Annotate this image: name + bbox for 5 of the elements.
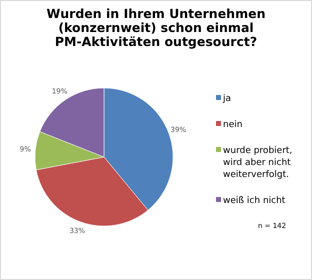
chart-title: Wurden in Ihrem Unternehmen (konzernweit) schon einmal PM-Aktivitäten outgesourct? [46, 6, 266, 49]
legend-label: wurde probiert, wird aber nicht weiterverfolgt. [223, 146, 292, 180]
legend-label: nein [223, 120, 242, 130]
legend-label: ja [222, 94, 232, 104]
legend-label: weiß ich nicht [223, 196, 286, 206]
